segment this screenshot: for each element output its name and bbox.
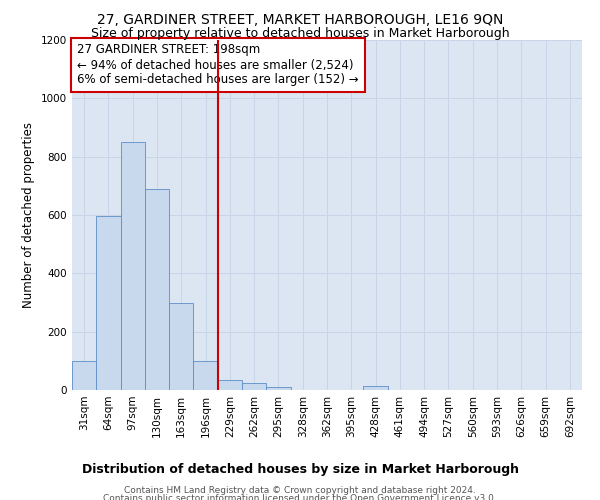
Bar (169, 302, 193, 390)
Bar (242, 384, 266, 390)
Bar (364, 386, 388, 390)
Bar (218, 380, 242, 390)
Bar (145, 190, 169, 390)
Bar (193, 361, 218, 390)
Bar (266, 387, 290, 390)
Text: Size of property relative to detached houses in Market Harborough: Size of property relative to detached ho… (91, 28, 509, 40)
Text: 27, GARDINER STREET, MARKET HARBOROUGH, LE16 9QN: 27, GARDINER STREET, MARKET HARBOROUGH, … (97, 12, 503, 26)
Bar (72, 361, 96, 390)
Text: Distribution of detached houses by size in Market Harborough: Distribution of detached houses by size … (82, 462, 518, 475)
Bar (96, 216, 121, 390)
Text: Contains public sector information licensed under the Open Government Licence v3: Contains public sector information licen… (103, 494, 497, 500)
Y-axis label: Number of detached properties: Number of detached properties (22, 122, 35, 308)
Text: Contains HM Land Registry data © Crown copyright and database right 2024.: Contains HM Land Registry data © Crown c… (124, 486, 476, 495)
Text: 27 GARDINER STREET: 198sqm
← 94% of detached houses are smaller (2,524)
6% of se: 27 GARDINER STREET: 198sqm ← 94% of deta… (77, 44, 359, 86)
Bar (121, 142, 145, 390)
